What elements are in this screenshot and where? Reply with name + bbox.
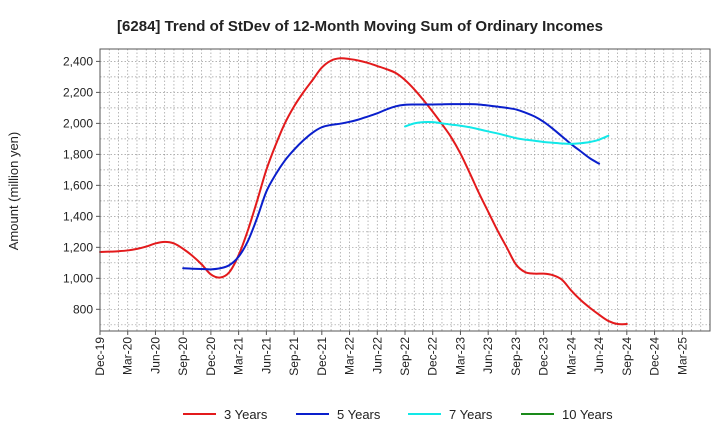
x-tick-label: Mar-24: [564, 337, 578, 375]
x-tick-label: Dec-22: [426, 337, 440, 376]
y-tick-label: 1,000: [63, 271, 93, 285]
chart-title: [6284] Trend of StDev of 12-Month Moving…: [117, 18, 603, 35]
x-tick-label: Jun-22: [370, 337, 384, 374]
y-tick-label: 1,600: [63, 178, 93, 192]
x-tick-label: Mar-21: [232, 337, 246, 375]
legend: 3 Years 5 Years 7 Years 10 Years: [183, 407, 613, 422]
x-tick-label: Sep-24: [620, 337, 634, 376]
x-tick-label: Mar-22: [343, 337, 357, 375]
x-tick-label: Jun-20: [148, 337, 162, 374]
x-tick-label: Sep-20: [176, 337, 190, 376]
x-tick-label: Dec-19: [93, 337, 107, 376]
grid: [99, 49, 711, 331]
y-tick-label: 2,200: [63, 85, 93, 99]
x-tick-label: Dec-24: [648, 337, 662, 376]
y-tick-label: 2,000: [63, 116, 93, 130]
x-tick-label: Jun-21: [259, 337, 273, 374]
x-tick-label: Dec-23: [537, 337, 551, 376]
series-line-7-years: [404, 120, 610, 145]
legend-label-10-years: 10 Years: [562, 407, 613, 422]
y-tick-label: 1,800: [63, 147, 93, 161]
y-tick-label: 2,400: [63, 54, 93, 68]
x-tick-label: Mar-20: [121, 337, 135, 375]
y-axis-ticks: 800 1,000 1,200 1,400 1,600 1,800 2,000 2,200 2,…: [63, 54, 100, 316]
x-tick-label: Jun-24: [592, 337, 606, 374]
x-axis-ticks: Dec-19 Mar-20 Jun-20 Sep-20 Dec-20 Mar-21 Jun-…: [93, 331, 689, 376]
x-tick-label: Sep-22: [398, 337, 412, 376]
series-line-3-years: [99, 57, 628, 326]
x-tick-label: Dec-20: [204, 337, 218, 376]
series-line-5-years: [182, 103, 601, 271]
y-tick-label: 800: [73, 302, 93, 316]
x-tick-label: Jun-23: [481, 337, 495, 374]
legend-label-7-years: 7 Years: [449, 407, 493, 422]
y-tick-label: 1,200: [63, 240, 93, 254]
legend-label-3-years: 3 Years: [224, 407, 268, 422]
x-tick-label: Mar-23: [453, 337, 467, 375]
x-tick-label: Sep-21: [287, 337, 301, 376]
y-tick-label: 1,400: [63, 209, 93, 223]
plot-frame: [99, 48, 711, 332]
y-axis-label: Amount (million yen): [6, 132, 21, 251]
legend-label-5-years: 5 Years: [337, 407, 381, 422]
x-tick-label: Sep-23: [509, 337, 523, 376]
series-lines: [99, 57, 628, 326]
x-tick-label: Dec-21: [315, 337, 329, 376]
x-tick-label: Mar-25: [675, 337, 689, 375]
